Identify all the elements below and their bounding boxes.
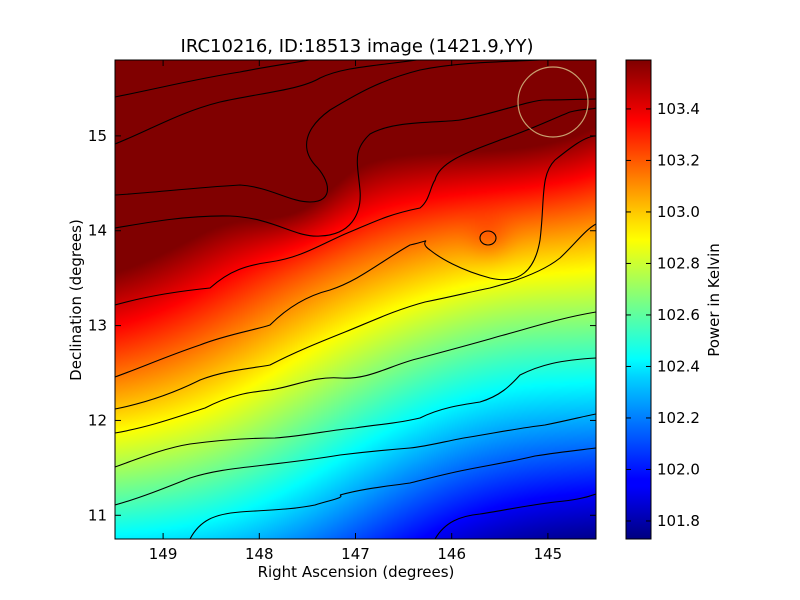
beam-circle — [517, 66, 589, 138]
y-axis-label: Declination (degrees) — [67, 219, 85, 381]
x-tick-label: 147 — [341, 545, 370, 563]
contour-line — [115, 311, 596, 434]
colorbar-tick-label: 102.8 — [657, 254, 700, 272]
y-axis-ticks: 11 12 13 14 15 — [88, 127, 596, 524]
y-tick-label: 13 — [88, 317, 107, 335]
contour-line — [115, 60, 541, 203]
x-axis-ticks: 149 148 147 146 145 — [149, 60, 562, 563]
heatmap-image — [115, 60, 596, 539]
contour-line — [434, 493, 596, 539]
colorbar-tick-label: 103.4 — [657, 100, 700, 118]
chart-title: IRC10216, ID:18513 image (1421.9,YY) — [181, 36, 534, 57]
contour-line — [115, 107, 596, 306]
colorbar-tick-label: 103.0 — [657, 203, 700, 221]
contour-line — [115, 223, 596, 410]
contour-line — [115, 98, 596, 237]
x-tick-label: 146 — [437, 545, 466, 563]
y-tick-label: 11 — [88, 506, 107, 524]
colorbar-tick-label: 102.0 — [657, 460, 700, 478]
contour-line — [189, 494, 342, 539]
y-tick-label: 12 — [88, 411, 107, 429]
contour-line — [115, 357, 596, 468]
colorbar-tick-label: 101.8 — [657, 512, 700, 530]
colorbar-ticks: 101.8 102.0 102.2 102.4 102.6 102.8 103.0 103.2… — [626, 100, 700, 530]
contour-line — [115, 413, 596, 506]
x-axis-label: Right Ascension (degrees) — [258, 563, 455, 581]
colorbar-tick-label: 103.2 — [657, 151, 700, 169]
colorbar-label: Power in Kelvin — [705, 243, 723, 357]
x-tick-label: 148 — [245, 545, 274, 563]
contour-line — [115, 135, 596, 378]
small-closed-contour — [479, 230, 497, 246]
contour-lines — [115, 60, 596, 539]
x-tick-label: 145 — [534, 545, 563, 563]
contour-line — [339, 447, 596, 496]
heatmap-area — [115, 60, 596, 539]
colorbar-tick-label: 102.4 — [657, 357, 700, 375]
y-tick-label: 14 — [88, 222, 107, 240]
colorbar-tick-label: 102.2 — [657, 409, 700, 427]
colorbar-tick-label: 102.6 — [657, 306, 700, 324]
contour-line — [115, 60, 313, 98]
x-tick-label: 149 — [149, 545, 178, 563]
y-tick-label: 15 — [88, 127, 107, 145]
colorbar — [625, 59, 652, 540]
contour-line — [115, 60, 421, 145]
